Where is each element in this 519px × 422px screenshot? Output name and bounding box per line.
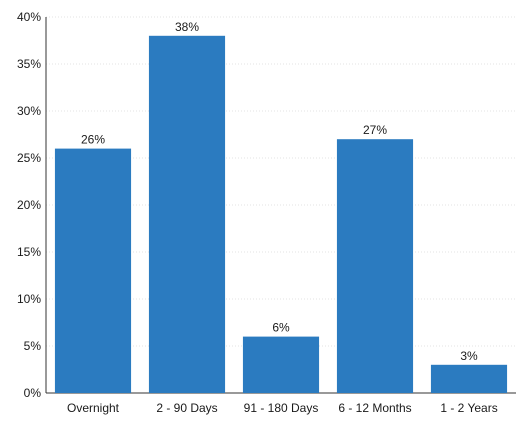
data-label-3: 27%: [363, 123, 387, 137]
x-tick-label-2: 91 - 180 Days: [244, 401, 319, 415]
x-tick-label-3: 6 - 12 Months: [338, 401, 411, 415]
y-tick-label-20: 20%: [17, 198, 41, 212]
bar-1: [148, 35, 226, 394]
bar-3: [336, 139, 414, 393]
y-tick-label-5: 5%: [24, 339, 42, 353]
data-label-1: 38%: [175, 20, 199, 34]
bar-2: [242, 336, 320, 393]
x-tick-label-0: Overnight: [67, 401, 120, 415]
x-tick-label-1: 2 - 90 Days: [156, 401, 217, 415]
bar-4: [430, 364, 508, 393]
y-tick-label-35: 35%: [17, 57, 41, 71]
y-tick-labels: 0% 5% 10% 15% 20% 25% 30% 35% 40%: [17, 10, 41, 400]
y-tick-label-25: 25%: [17, 151, 41, 165]
data-label-4: 3%: [460, 349, 478, 363]
x-tick-labels: Overnight 2 - 90 Days 91 - 180 Days 6 - 12 …: [67, 401, 498, 415]
y-tick-label-15: 15%: [17, 245, 41, 259]
y-tick-label-40: 40%: [17, 10, 41, 24]
x-tick-label-4: 1 - 2 Years: [440, 401, 497, 415]
data-label-0: 26%: [81, 133, 105, 147]
y-tick-label-0: 0%: [24, 386, 42, 400]
y-tick-label-10: 10%: [17, 292, 41, 306]
bar-0: [54, 148, 132, 393]
bars: [54, 35, 508, 394]
y-tick-label-30: 30%: [17, 104, 41, 118]
data-labels: 26% 38% 6% 27% 3%: [81, 20, 478, 363]
data-label-2: 6%: [272, 321, 290, 335]
